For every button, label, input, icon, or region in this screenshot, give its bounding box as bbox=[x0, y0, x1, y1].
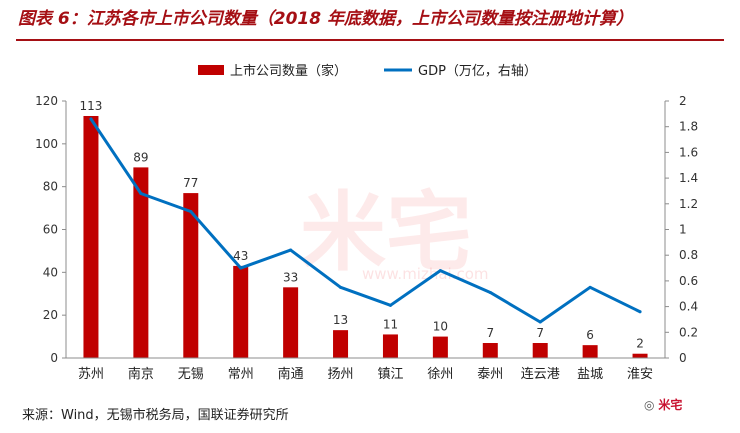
right-tick-label: 1.4 bbox=[679, 171, 698, 185]
left-tick-label: 20 bbox=[43, 308, 58, 322]
gdp-point bbox=[588, 285, 592, 289]
bar-value-label: 2 bbox=[636, 337, 644, 351]
legend-bar-label: 上市公司数量（家） bbox=[230, 63, 347, 79]
gdp-point bbox=[189, 210, 193, 214]
bar-value-label: 7 bbox=[536, 326, 544, 340]
title-rule bbox=[16, 39, 724, 41]
x-tick-label: 镇江 bbox=[377, 367, 403, 382]
bar bbox=[333, 330, 349, 358]
axes: 0 20 40 60 80 100 120 0 0.2 0.4 0.6 0.8 1 1.2 1.4 1.6 1.… bbox=[35, 94, 698, 382]
bar-value-label: 11 bbox=[383, 317, 398, 331]
right-tick-label: 1.8 bbox=[679, 120, 698, 134]
right-tick-label: 1 bbox=[679, 223, 687, 237]
left-tick-label: 80 bbox=[43, 180, 58, 194]
bar bbox=[133, 167, 149, 358]
gdp-point bbox=[488, 290, 492, 294]
gdp-line bbox=[89, 117, 642, 324]
right-tick-label: 0 bbox=[679, 351, 687, 365]
wechat-badge: ◎ 米宅 bbox=[644, 396, 682, 413]
bar-value-label: 33 bbox=[283, 270, 298, 284]
x-tick-label: 常州 bbox=[228, 367, 254, 382]
left-tick-label: 100 bbox=[35, 137, 58, 151]
bar bbox=[83, 115, 99, 358]
source-note: 来源：Wind，无锡市税务局，国联证券研究所 bbox=[22, 408, 289, 423]
bar-value-label: 89 bbox=[133, 150, 148, 164]
left-tick-label: 120 bbox=[35, 94, 58, 108]
gdp-point bbox=[89, 117, 93, 121]
x-tick-label: 连云港 bbox=[521, 366, 560, 382]
bar-value-label: 6 bbox=[586, 328, 594, 342]
bar-value-label: 13 bbox=[333, 313, 348, 327]
bar bbox=[283, 287, 299, 358]
bar bbox=[632, 353, 648, 358]
left-tick-label: 60 bbox=[43, 223, 58, 237]
x-tick-label: 南京 bbox=[128, 366, 154, 382]
left-tick-label: 40 bbox=[43, 265, 58, 279]
right-tick-label: 1.2 bbox=[679, 197, 698, 211]
bar-value-label: 7 bbox=[486, 326, 494, 340]
bar bbox=[432, 336, 448, 358]
legend-bar-swatch bbox=[198, 65, 224, 75]
bar bbox=[582, 345, 598, 358]
x-tick-label: 盐城 bbox=[577, 367, 603, 382]
left-tick-label: 0 bbox=[50, 351, 58, 365]
bar bbox=[233, 265, 249, 358]
legend: 上市公司数量（家） GDP（万亿，右轴） bbox=[198, 63, 537, 79]
watermark-logo-text: 米宅 bbox=[300, 183, 472, 283]
gdp-point bbox=[388, 303, 392, 307]
x-tick-label: 扬州 bbox=[328, 367, 354, 382]
gdp-point bbox=[139, 192, 143, 196]
right-tick-label: 0.6 bbox=[679, 274, 698, 288]
right-tick-label: 0.2 bbox=[679, 325, 698, 339]
bar-value-label: 77 bbox=[183, 176, 198, 190]
gdp-point bbox=[638, 310, 642, 314]
right-tick-label: 0.8 bbox=[679, 248, 698, 262]
gdp-point bbox=[289, 248, 293, 252]
badge-text: 米宅 bbox=[658, 398, 683, 412]
bar-value-label: 113 bbox=[80, 99, 103, 113]
bar bbox=[532, 343, 548, 358]
bar-value-label: 10 bbox=[433, 320, 448, 334]
gdp-point bbox=[339, 285, 343, 289]
chart-title: 图表 6：江苏各市上市公司数量（2018 年底数据，上市公司数量按注册地计算） bbox=[18, 9, 633, 29]
gdp-point bbox=[438, 269, 442, 273]
gdp-series-line bbox=[89, 117, 642, 324]
x-tick-label: 泰州 bbox=[477, 367, 503, 382]
x-tick-label: 淮安 bbox=[627, 367, 653, 382]
x-tick-label: 无锡 bbox=[178, 367, 204, 382]
gdp-point bbox=[538, 320, 542, 324]
wechat-icon: ◎ bbox=[644, 398, 655, 412]
bar-value-label: 43 bbox=[233, 249, 248, 263]
bar bbox=[482, 343, 498, 358]
x-tick-label: 苏州 bbox=[78, 366, 104, 382]
gdp-point bbox=[239, 266, 243, 270]
bars bbox=[83, 115, 648, 358]
legend-line-label: GDP（万亿，右轴） bbox=[418, 64, 537, 79]
x-tick-label: 南通 bbox=[278, 366, 304, 382]
right-tick-label: 0.4 bbox=[679, 300, 698, 314]
bar bbox=[382, 334, 398, 358]
x-tick-label: 徐州 bbox=[427, 367, 453, 382]
bar bbox=[183, 193, 199, 358]
right-tick-label: 2 bbox=[679, 94, 687, 108]
right-tick-label: 1.6 bbox=[679, 145, 698, 159]
